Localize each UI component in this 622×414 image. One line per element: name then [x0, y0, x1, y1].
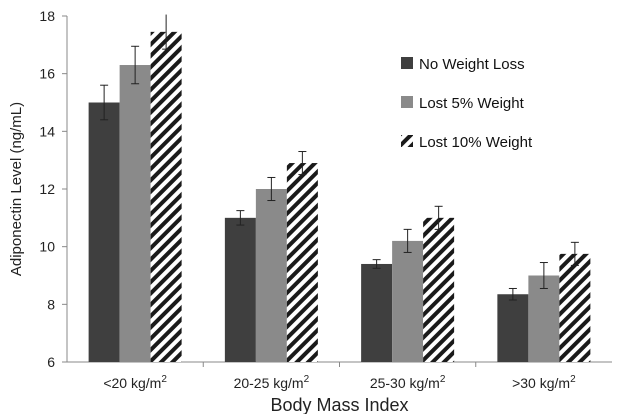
bar-lost-5-weight-1	[255, 189, 287, 362]
legend-label: Lost 5% Weight	[419, 95, 525, 112]
y-tick-label: 14	[39, 123, 55, 139]
y-tick-label: 16	[39, 66, 55, 82]
y-axis-title: Adiponectin Level (ng/mL)	[8, 102, 25, 276]
bar-no-weight-loss-2	[361, 263, 393, 362]
legend-label: No Weight Loss	[419, 56, 525, 73]
y-tick-label: 18	[39, 8, 55, 24]
bar-lost-10-weight-3	[559, 253, 591, 362]
y-tick-label: 6	[47, 354, 55, 370]
x-axis-title: Body Mass Index	[270, 395, 408, 414]
bar-lost-10-weight-1	[286, 163, 318, 362]
x-tick-labels: <20 kg/m2 20-25 kg/m2 25-30 kg/m2 >30 kg/m2	[103, 374, 576, 391]
x-tick-label: <20 kg/m2	[103, 374, 167, 391]
y-tick-label: 8	[47, 296, 55, 312]
bar-lost-5-weight-3	[528, 275, 560, 362]
bar-no-weight-loss-1	[224, 217, 256, 362]
x-tick-label: >30 kg/m2	[512, 374, 576, 391]
bar-lost-5-weight-2	[392, 240, 424, 362]
bar-lost-10-weight-2	[423, 217, 455, 362]
x-tick-label: 20-25 kg/m2	[234, 374, 310, 391]
bar-lost-5-weight-0	[119, 65, 151, 363]
legend: No Weight Loss Lost 5% Weight Lost 10% Wei…	[401, 56, 533, 151]
legend-swatch	[401, 96, 413, 108]
bar-lost-10-weight-0	[150, 31, 182, 362]
bars-group	[88, 31, 591, 363]
bar-no-weight-loss-0	[88, 102, 120, 362]
legend-swatch	[401, 57, 413, 69]
legend-label: Lost 10% Weight	[419, 134, 533, 151]
bar-no-weight-loss-3	[497, 294, 529, 362]
legend-swatch	[401, 135, 413, 147]
x-tick-label: 25-30 kg/m2	[370, 374, 446, 391]
error-bars-group	[100, 14, 579, 301]
y-tick-label: 12	[39, 181, 55, 197]
y-tick-label: 10	[39, 239, 55, 255]
y-tick-labels: 6 8 10 12 14 16 18	[39, 8, 55, 370]
